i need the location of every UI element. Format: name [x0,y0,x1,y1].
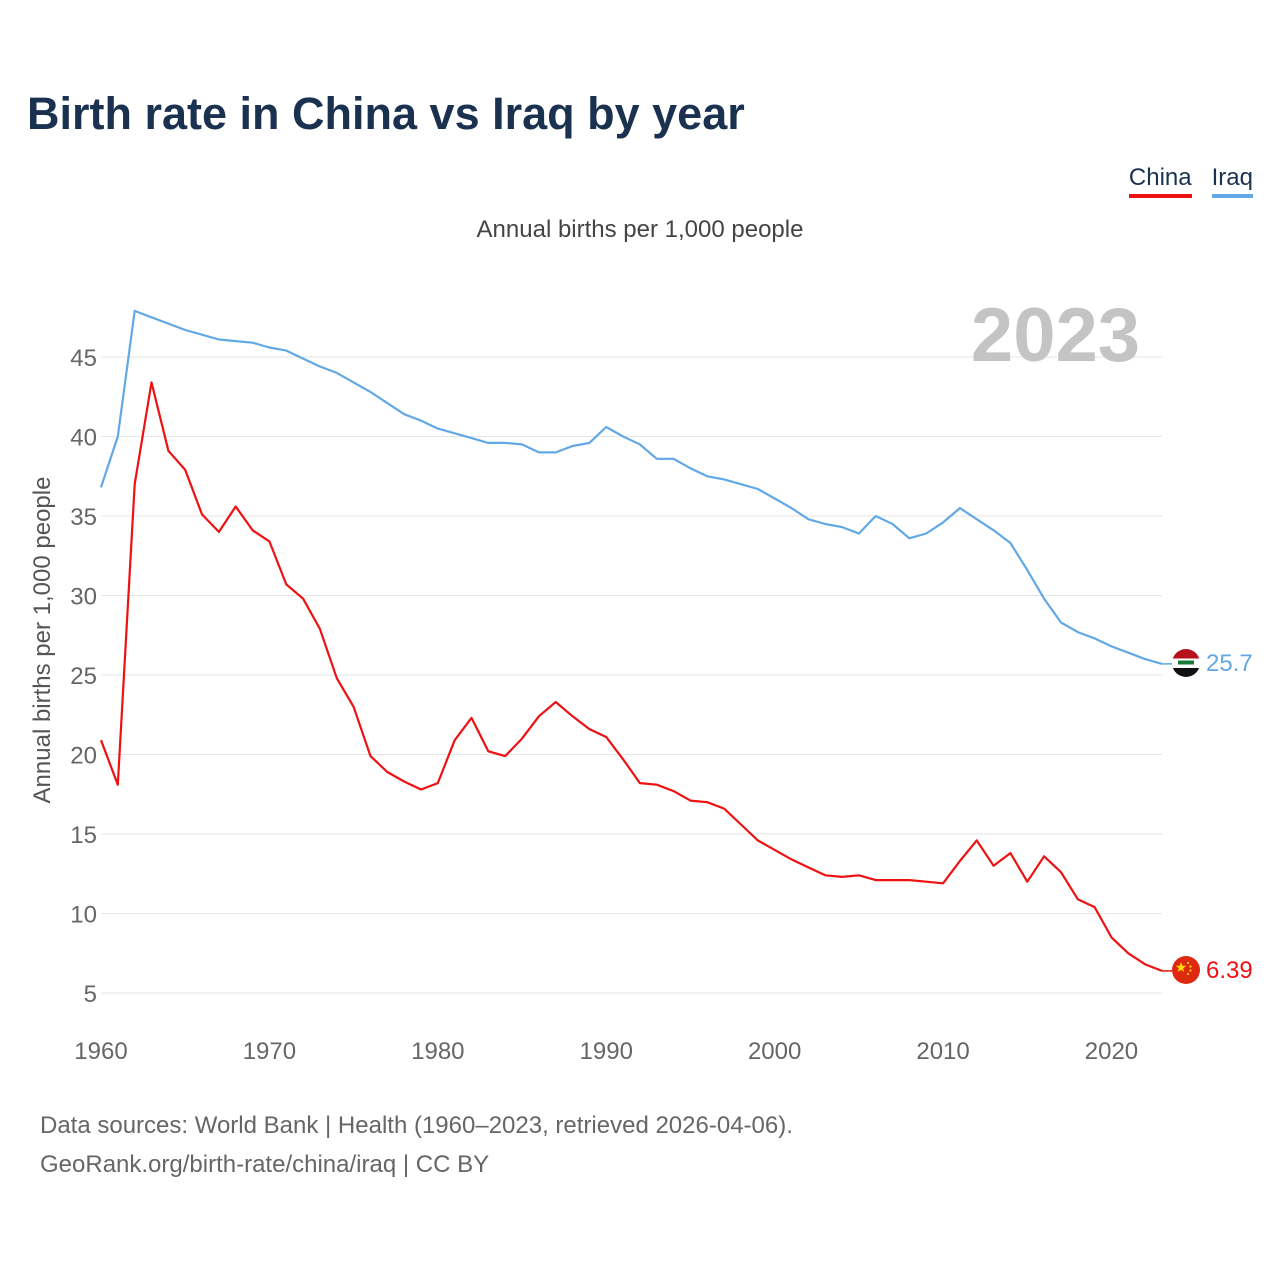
legend: China Iraq [1128,164,1253,198]
iraq-flag-icon [1172,649,1200,677]
footer-attribution: GeoRank.org/birth-rate/china/iraq | CC B… [40,1151,490,1178]
series-line-iraq[interactable] [99,309,1163,665]
y-tick-label-20: 20 [70,743,97,770]
year-label: 2023 [971,293,1140,378]
y-tick-label-10: 10 [70,902,97,929]
x-tick-label-2010: 2010 [916,1038,969,1065]
chart-subtitle: Annual births per 1,000 people [476,216,804,243]
end-value-label-iraq: 25.7 [1206,650,1253,677]
y-tick-label-40: 40 [70,425,97,452]
y-tick-label-25: 25 [70,663,97,690]
grid-lines [101,356,1162,994]
x-tick-label-1980: 1980 [411,1038,464,1065]
series-layer [99,309,1172,972]
china-flag-icon [1172,956,1200,984]
x-tick-label-1990: 1990 [580,1038,633,1065]
y-tick-label-5: 5 [84,981,97,1008]
y-tick-label-15: 15 [70,822,97,849]
legend-item-iraq[interactable]: Iraq [1211,164,1253,198]
footer-sources: Data sources: World Bank | Health (1960–… [40,1106,793,1184]
legend-item-china[interactable]: China [1128,164,1192,198]
y-tick-label-30: 30 [70,584,97,611]
series-line-china[interactable] [99,381,1163,972]
x-axis: 1960 1970 1980 1990 2000 2010 2020 [74,1038,1138,1065]
y-axis-label: Annual births per 1,000 people [29,477,56,804]
x-tick-label-2020: 2020 [1085,1038,1138,1065]
end-value-label-china: 6.39 [1206,957,1253,984]
y-tick-label-45: 45 [70,345,97,372]
footer-data-sources: Data sources: World Bank | Health (1960–… [40,1112,793,1139]
chart-title: Birth rate in China vs Iraq by year [27,88,745,139]
y-axis: 5 10 15 20 25 30 35 40 45 [70,345,97,1008]
line-chart: 2023 5 10 15 20 25 30 35 40 45 1960 1970 1980 1990 2… [29,293,1253,1065]
x-tick-label-2000: 2000 [748,1038,801,1065]
y-tick-label-35: 35 [70,504,97,531]
x-tick-label-1970: 1970 [243,1038,296,1065]
x-tick-label-1960: 1960 [74,1038,127,1065]
